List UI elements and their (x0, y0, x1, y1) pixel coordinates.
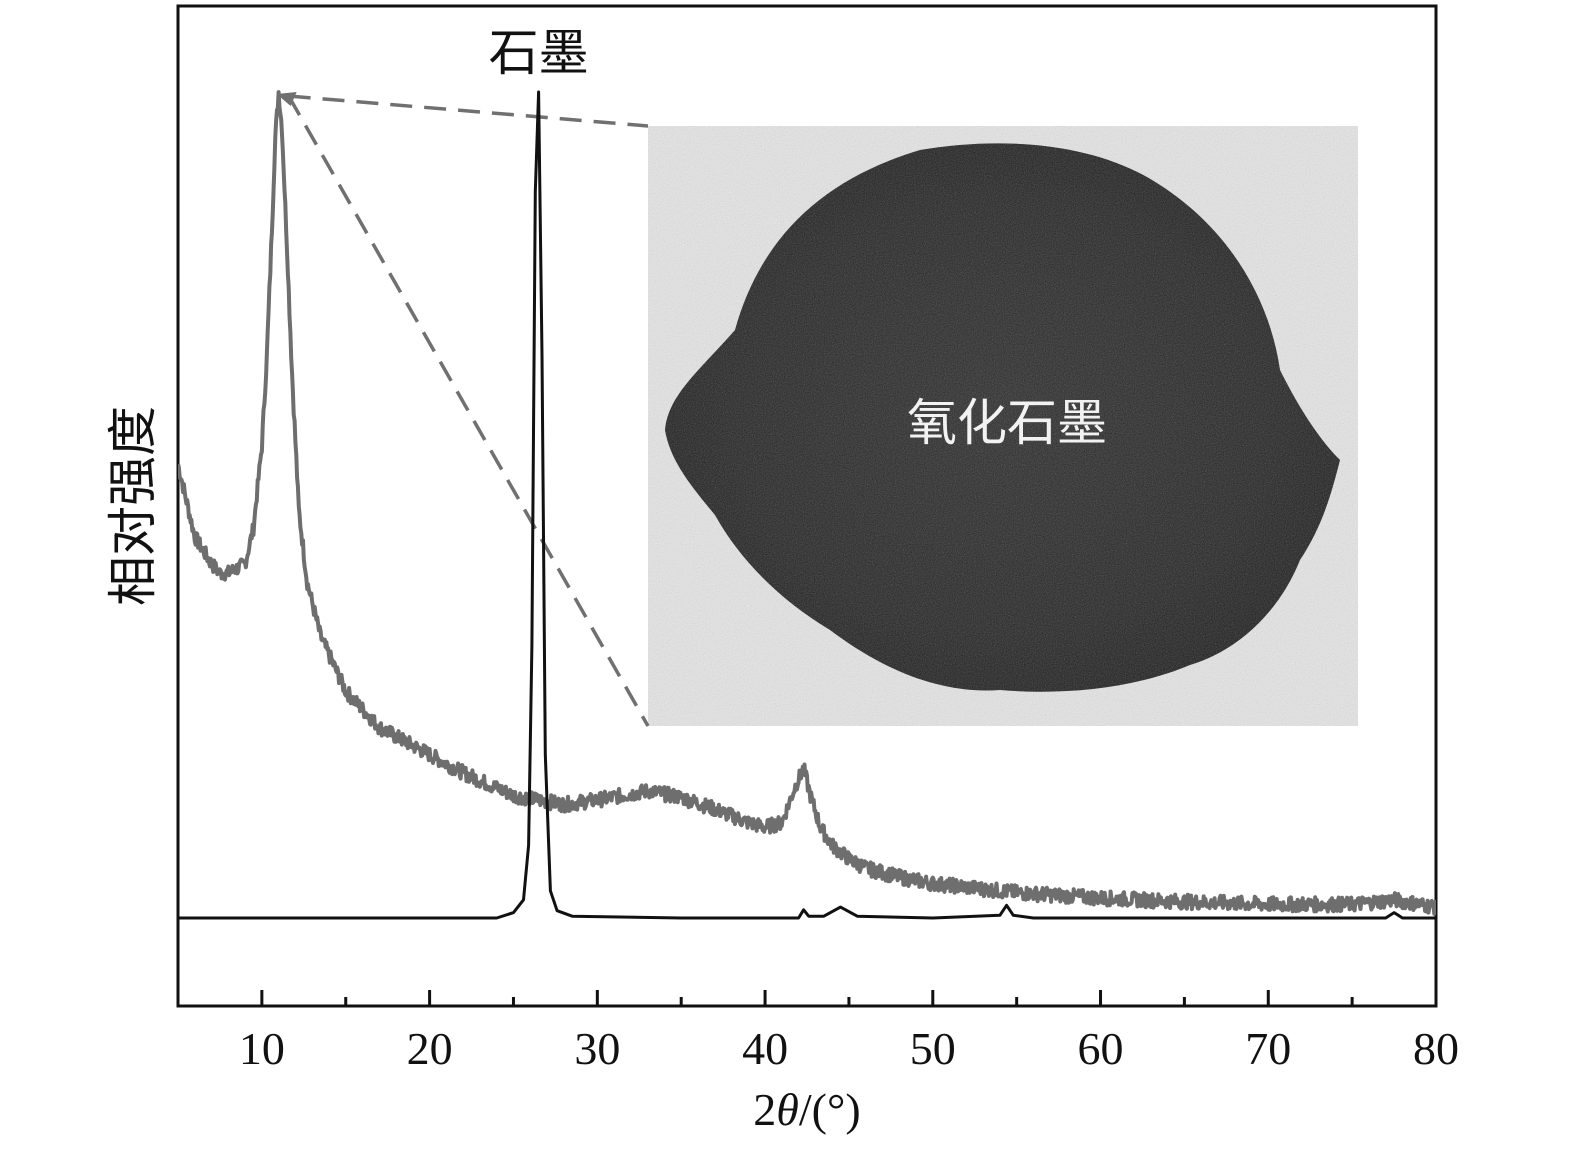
x-axis-label-suffix: /(°) (799, 1084, 861, 1135)
callout-dashed-line (288, 94, 649, 128)
x-tick-label: 50 (910, 1023, 956, 1074)
inset-photo-label: 氧化石墨 (907, 395, 1107, 451)
graphite-peak-label: 石墨 (489, 25, 589, 81)
graphite-series-line (178, 90, 1436, 920)
x-tick-label: 60 (1078, 1023, 1124, 1074)
y-axis-label: 相对强度 (105, 406, 161, 606)
callout-lines (276, 92, 650, 727)
x-tick-label: 70 (1245, 1023, 1291, 1074)
x-tick-label: 30 (574, 1023, 620, 1074)
x-tick-label: 20 (407, 1023, 453, 1074)
x-tick-label: 40 (742, 1023, 788, 1074)
callout-arrow-head (276, 92, 297, 106)
inset-photo: 氧化石墨 (648, 126, 1358, 726)
x-axis-tick-labels: 10 20 30 40 50 60 70 80 (239, 1023, 1459, 1074)
plot-frame (176, 4, 1438, 1008)
x-axis-label-prefix: 2 (753, 1084, 776, 1135)
powder-texture (665, 143, 1340, 692)
graphite-oxide-series-line (178, 90, 1436, 916)
callout-dashed-line (287, 95, 650, 727)
x-axis-ticks (260, 990, 1438, 1006)
x-tick-label: 10 (239, 1023, 285, 1074)
plot-curves (178, 90, 1436, 920)
x-tick-label: 80 (1413, 1023, 1459, 1074)
x-axis-label-theta: θ (776, 1084, 799, 1135)
x-axis-label: 2θ/(°) (753, 1084, 860, 1135)
